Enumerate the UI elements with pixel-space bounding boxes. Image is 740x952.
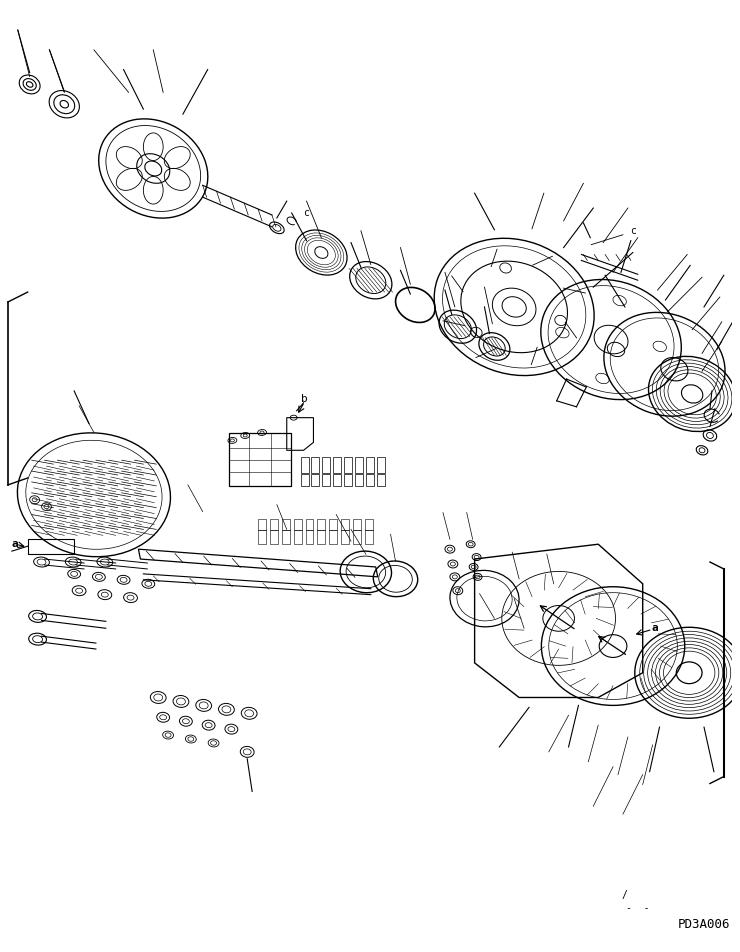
Text: c: c bbox=[630, 226, 636, 236]
Text: /: / bbox=[622, 890, 628, 901]
Text: -  -: - - bbox=[626, 903, 650, 913]
Text: b: b bbox=[301, 394, 308, 404]
Text: a: a bbox=[651, 624, 658, 633]
Text: PD3A006: PD3A006 bbox=[677, 919, 730, 931]
Text: a: a bbox=[11, 539, 18, 549]
Text: c: c bbox=[303, 208, 309, 218]
